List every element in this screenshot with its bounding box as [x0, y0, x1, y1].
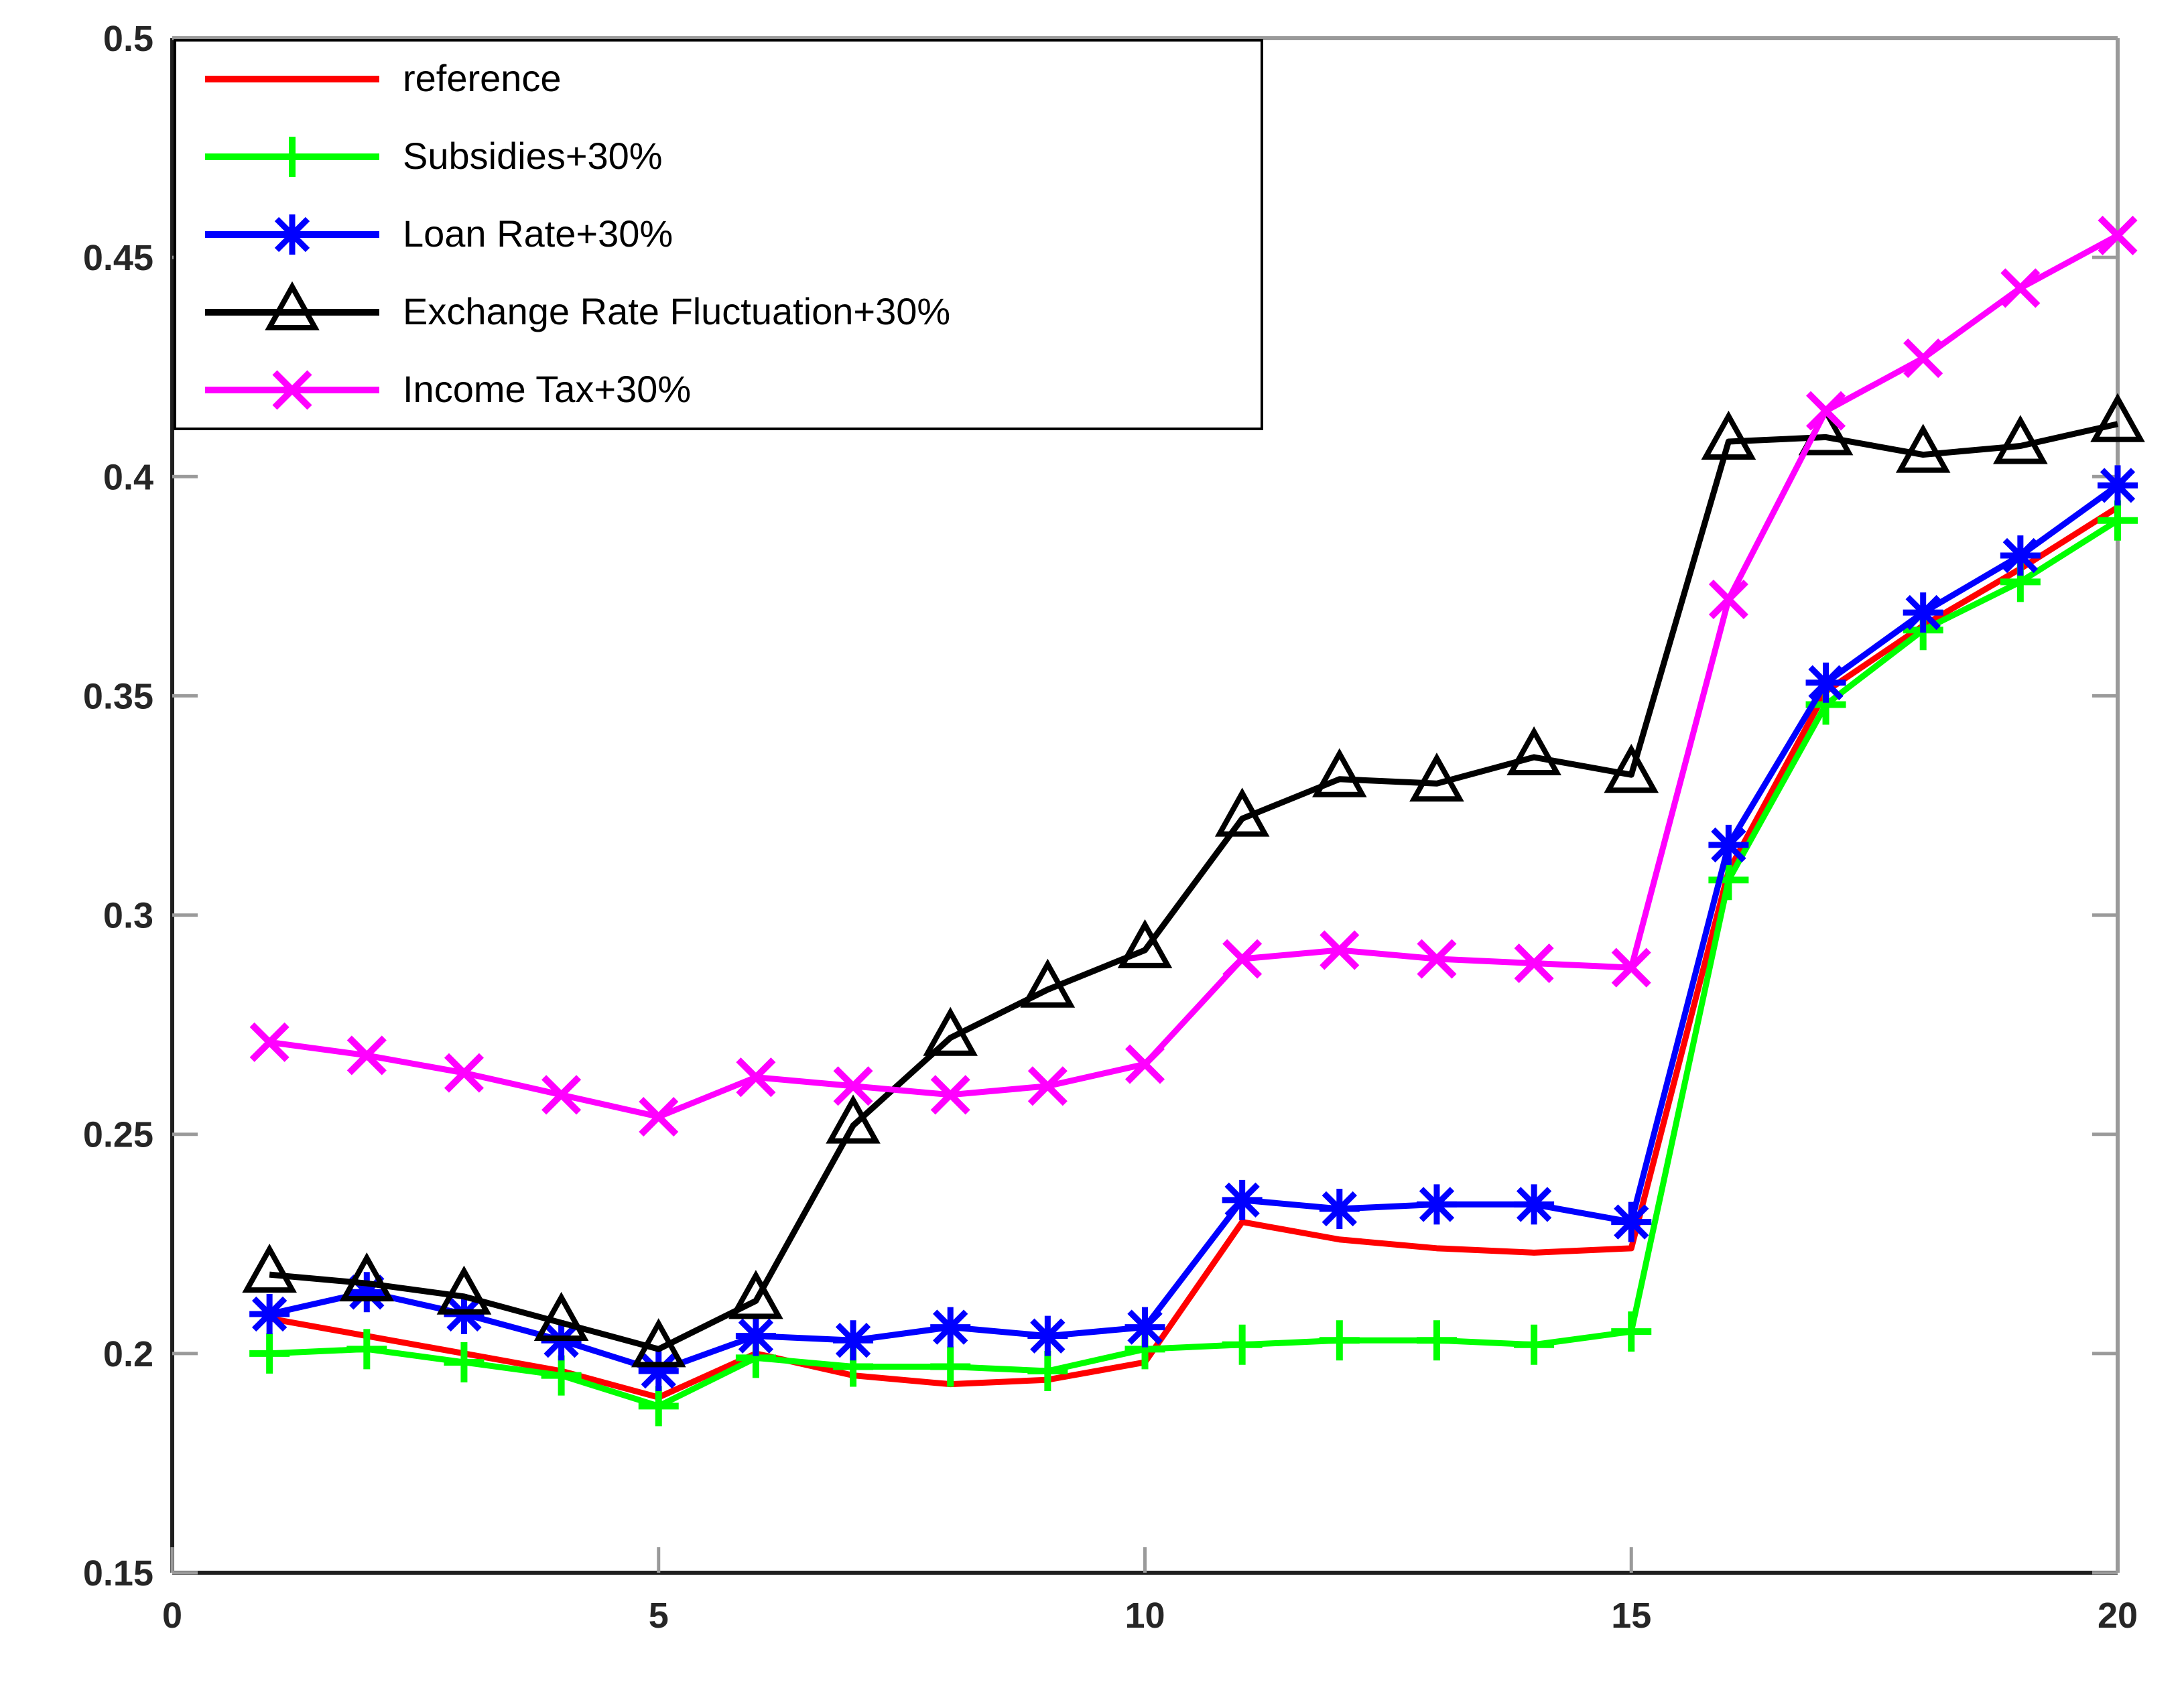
- x-marker-icon: [1125, 1044, 1165, 1084]
- asterisk-marker-icon: [835, 1323, 871, 1358]
- x-marker-icon: [930, 1075, 970, 1115]
- asterisk-marker-icon: [641, 1353, 676, 1389]
- legend-item: Income Tax+30%: [205, 368, 691, 410]
- triangle-marker-icon: [265, 281, 320, 330]
- x-marker-icon: [1806, 391, 1846, 431]
- x-tick-label: 5: [649, 1595, 669, 1636]
- asterisk-marker-icon: [251, 1296, 287, 1332]
- asterisk-marker-icon: [1614, 1204, 1649, 1240]
- triangle-marker-icon: [923, 1006, 978, 1056]
- y-tick-label: 0.2: [103, 1334, 153, 1374]
- x-tick-label: 0: [162, 1595, 182, 1636]
- series-line: [269, 517, 2120, 1409]
- y-tick-label: 0.4: [103, 457, 153, 497]
- x-tick-label: 10: [1125, 1595, 1165, 1636]
- legend-label: Loan Rate+30%: [403, 212, 673, 255]
- series-income-tax-30-: [249, 215, 2138, 1137]
- asterisk-marker-icon: [274, 216, 310, 253]
- y-tick-label: 0.3: [103, 896, 153, 936]
- asterisk-marker-icon: [1030, 1318, 1066, 1354]
- triangle-marker-icon: [436, 1265, 492, 1315]
- x-marker-icon: [1611, 948, 1651, 988]
- legend-label: Exchange Rate Fluctuation+30%: [403, 290, 950, 332]
- asterisk-marker-icon: [1224, 1182, 1260, 1218]
- x-marker-icon: [272, 370, 312, 410]
- x-marker-icon: [736, 1057, 776, 1098]
- x-marker-icon: [1222, 939, 1263, 979]
- triangle-marker-icon: [242, 1243, 297, 1293]
- x-marker-icon: [541, 1075, 582, 1115]
- x-marker-icon: [444, 1053, 484, 1093]
- x-marker-icon: [2000, 268, 2041, 308]
- triangle-marker-icon: [533, 1291, 589, 1342]
- y-tick-label: 0.35: [83, 676, 153, 716]
- legend-label: reference: [403, 57, 562, 99]
- y-tick-label: 0.45: [83, 238, 153, 278]
- legend-label: Subsidies+30%: [403, 135, 663, 177]
- asterisk-marker-icon: [1905, 594, 1941, 631]
- triangle-marker-icon: [2090, 393, 2145, 442]
- triangle-marker-icon: [631, 1318, 686, 1368]
- asterisk-marker-icon: [2100, 468, 2136, 503]
- x-marker-icon: [1514, 943, 1554, 984]
- asterisk-marker-icon: [933, 1309, 968, 1345]
- series-line: [269, 421, 2118, 1352]
- x-marker-icon: [1903, 338, 1943, 379]
- triangle-marker-icon: [1993, 415, 2048, 464]
- y-tick-label: 0.5: [103, 19, 153, 59]
- triangle-marker-icon: [826, 1094, 881, 1144]
- x-marker-icon: [1027, 1066, 1068, 1106]
- triangle-marker-icon: [1604, 743, 1659, 793]
- triangle-marker-icon: [728, 1270, 783, 1319]
- x-marker-icon: [1417, 939, 1457, 979]
- asterisk-marker-icon: [1516, 1187, 1552, 1222]
- legend-item: reference: [205, 57, 562, 99]
- asterisk-marker-icon: [1419, 1187, 1455, 1222]
- legend-label: Income Tax+30%: [403, 368, 691, 410]
- asterisk-marker-icon: [1808, 665, 1844, 700]
- x-marker-icon: [249, 1022, 290, 1062]
- asterisk-marker-icon: [1711, 827, 1746, 863]
- triangle-marker-icon: [1020, 958, 1076, 1008]
- x-marker-icon: [833, 1066, 873, 1106]
- series-line: [269, 482, 2120, 1374]
- x-marker-icon: [1708, 579, 1748, 620]
- x-marker-icon: [1320, 930, 1360, 970]
- triangle-marker-icon: [1117, 919, 1173, 968]
- x-marker-icon: [639, 1097, 679, 1137]
- triangle-marker-icon: [1409, 753, 1464, 802]
- triangle-marker-icon: [1506, 726, 1561, 776]
- series-loan-rate-30-: [249, 465, 2138, 1392]
- legend-item: Exchange Rate Fluctuation+30%: [205, 281, 950, 332]
- asterisk-marker-icon: [1322, 1191, 1357, 1227]
- y-tick-label: 0.25: [83, 1115, 153, 1155]
- x-marker-icon: [346, 1035, 387, 1076]
- legend-item: Subsidies+30%: [205, 135, 663, 177]
- x-tick-label: 20: [2098, 1595, 2138, 1636]
- legend-item: Loan Rate+30%: [205, 212, 673, 255]
- y-tick-label: 0.15: [83, 1553, 153, 1593]
- triangle-marker-icon: [1311, 748, 1367, 797]
- triangle-marker-icon: [1701, 410, 1756, 460]
- series-exchange-rate-fluctuation-30-: [242, 393, 2145, 1368]
- series-line: [269, 233, 2120, 1120]
- triangle-marker-icon: [1214, 787, 1270, 837]
- triangle-marker-icon: [1895, 424, 1951, 473]
- asterisk-marker-icon: [2002, 537, 2039, 574]
- triangle-marker-icon: [339, 1252, 395, 1302]
- asterisk-marker-icon: [1127, 1309, 1163, 1345]
- x-tick-label: 15: [1611, 1595, 1651, 1636]
- asterisk-marker-icon: [738, 1318, 774, 1354]
- x-marker-icon: [2098, 215, 2138, 255]
